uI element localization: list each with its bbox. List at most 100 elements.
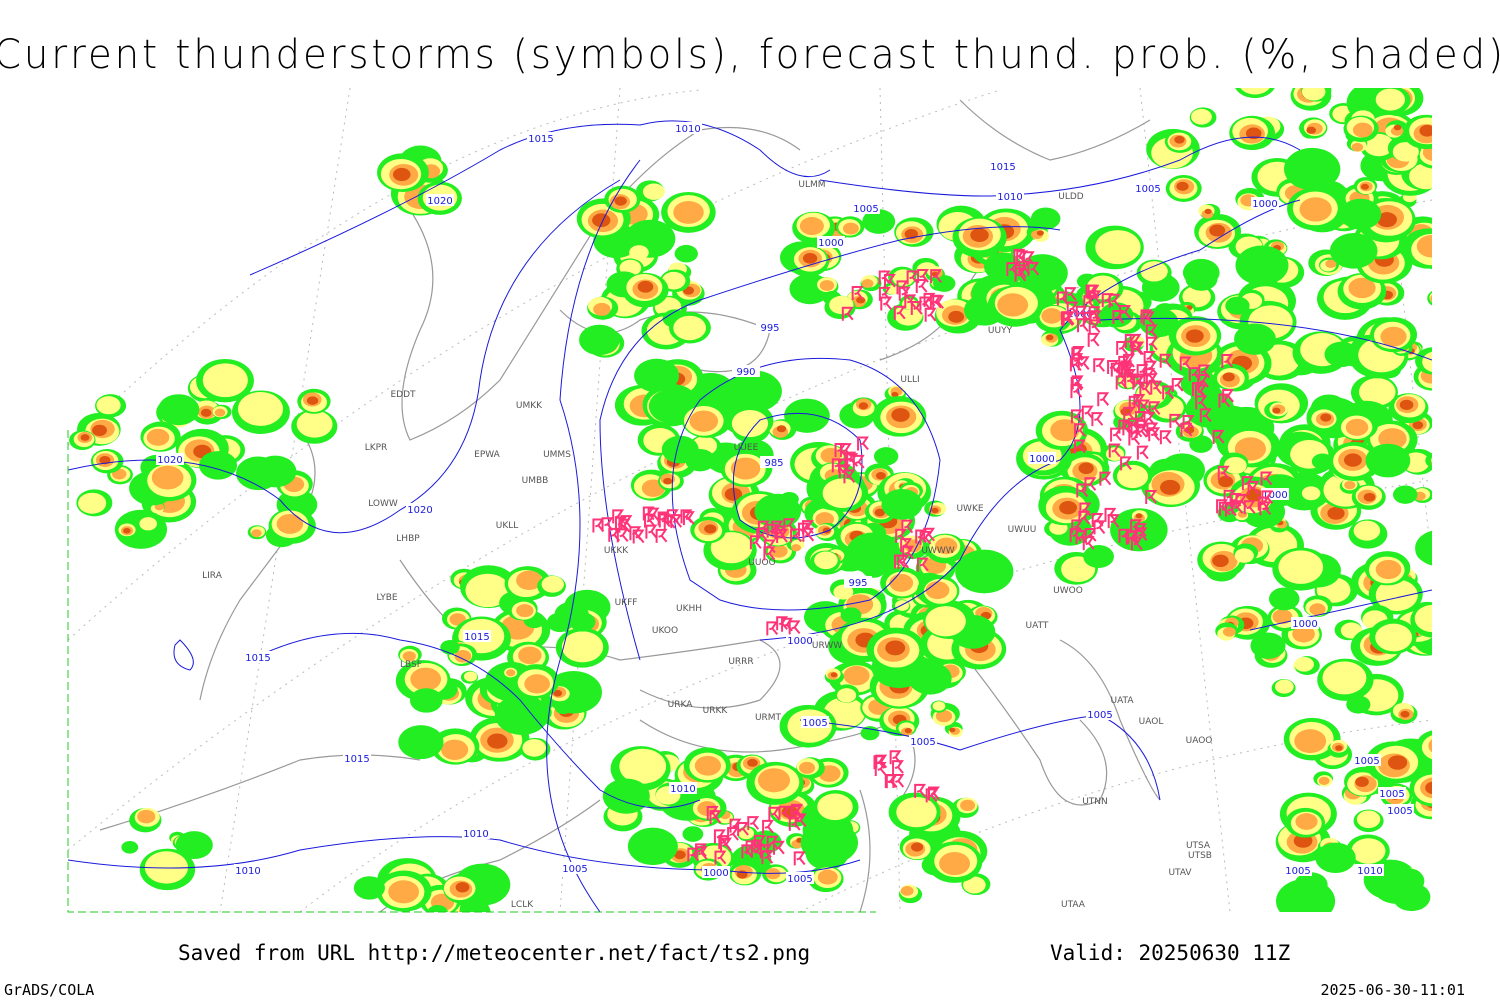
isobar-label-bg — [801, 716, 829, 728]
shading-blob — [1421, 735, 1432, 760]
isobar-label: 995 — [848, 578, 867, 589]
isobar-label: 1005 — [1387, 806, 1412, 817]
shading-blob — [1294, 656, 1314, 672]
shading-blob — [1212, 554, 1229, 568]
station-code: UKFF — [615, 598, 638, 608]
shading-blob — [1437, 131, 1465, 152]
station-code: UATA — [1110, 696, 1134, 706]
shading-blob — [1428, 739, 1432, 753]
isobar-label-bg — [989, 160, 1017, 172]
shading-blob — [554, 701, 572, 715]
shading-blob — [1174, 135, 1185, 144]
isobar-label-bg — [996, 190, 1024, 202]
station-code: LYBE — [376, 593, 397, 603]
storm-symbol — [1022, 251, 1035, 266]
shading-blob — [409, 688, 443, 713]
shading-blob — [1186, 305, 1193, 310]
isobar-label: 1010 — [1357, 866, 1382, 877]
shading-blob — [1363, 492, 1376, 502]
shading-blob — [1204, 208, 1212, 215]
shading-blob — [1311, 453, 1334, 470]
shading-blob — [694, 755, 722, 776]
shading-blob — [704, 524, 717, 534]
shading-blob — [157, 394, 200, 426]
shading-blob — [710, 532, 753, 564]
shading-blob — [1320, 413, 1332, 422]
shading-blob — [1431, 461, 1432, 466]
shading-blob — [139, 517, 157, 531]
station-code: EPWA — [474, 450, 501, 460]
shading-blob — [1327, 506, 1345, 520]
isobar-label-bg — [1284, 864, 1312, 876]
storm-symbol — [790, 528, 802, 543]
shading-blob — [629, 245, 649, 260]
shading-blob — [1392, 882, 1431, 912]
shading-blob — [251, 529, 262, 538]
shading-blob — [524, 702, 552, 723]
station-code: UTSA — [1186, 841, 1211, 851]
storm-symbol — [1145, 373, 1158, 388]
shading-blob — [858, 402, 869, 410]
shading-blob — [1240, 88, 1270, 95]
shading-blob — [1225, 296, 1250, 315]
shading-blob — [1375, 559, 1402, 580]
station-code: LHBP — [396, 534, 420, 544]
storm-symbol — [1136, 445, 1149, 460]
station-code: UTNN — [1082, 797, 1108, 807]
shading-blob — [682, 826, 704, 842]
shading-blob — [873, 447, 899, 466]
isobar-label-bg — [1291, 617, 1319, 629]
source-url: Saved from URL http://meteocenter.net/fa… — [178, 941, 810, 965]
isobar-label-bg — [406, 503, 434, 515]
shading-blob — [1399, 399, 1414, 410]
shading-blob — [1272, 407, 1281, 414]
shading-blob — [1272, 609, 1293, 625]
storm-symbol — [1122, 421, 1135, 436]
isobar-label-bg — [1086, 708, 1114, 720]
storm-symbol — [1145, 490, 1158, 505]
station-code: LBSF — [400, 660, 422, 670]
isobar-label: 1015 — [990, 162, 1015, 173]
isobar-label: 1000 — [787, 636, 812, 647]
storm-symbol — [1082, 311, 1095, 326]
isobar-label: 1020 — [407, 505, 432, 516]
shading-blob — [1425, 130, 1432, 156]
shading-blob — [1222, 372, 1235, 382]
station-code: ULDD — [1058, 192, 1084, 202]
shading-blob — [1078, 462, 1094, 474]
shading-blob — [137, 809, 156, 824]
shading-blob — [904, 229, 918, 240]
storm-symbol — [1259, 501, 1272, 516]
shading-blob — [747, 758, 758, 767]
shading-blob — [1268, 587, 1300, 611]
shading-blob — [1414, 604, 1432, 633]
storm-symbol — [670, 514, 683, 529]
storm-symbol — [1130, 423, 1143, 438]
shading-blob — [935, 709, 953, 723]
shading-blob — [402, 651, 416, 662]
station-code: URMT — [755, 713, 782, 723]
shading-blob — [1325, 259, 1337, 268]
shading-blob — [724, 487, 743, 501]
shading-blob — [881, 488, 923, 520]
storm-symbol — [1091, 513, 1104, 528]
storm-symbol — [644, 513, 656, 528]
shading-blob — [175, 831, 213, 860]
isobar-label: 1015 — [245, 653, 270, 664]
storm-symbol — [776, 528, 789, 543]
shading-blob — [1301, 486, 1321, 501]
storm-symbol — [1069, 357, 1082, 372]
isobar-label: 1015 — [464, 632, 489, 643]
storm-symbol — [766, 621, 779, 636]
storm-symbol — [1139, 381, 1152, 396]
shading-blob — [602, 778, 650, 814]
shading-blob — [410, 667, 442, 691]
shading-blob — [800, 821, 859, 865]
storm-symbol — [1261, 490, 1274, 505]
shading-blob — [1345, 418, 1369, 436]
isobar-label: 1010 — [670, 784, 695, 795]
shading-blob — [1036, 230, 1044, 236]
storm-symbol — [1146, 336, 1158, 351]
storm-symbol — [788, 816, 801, 831]
